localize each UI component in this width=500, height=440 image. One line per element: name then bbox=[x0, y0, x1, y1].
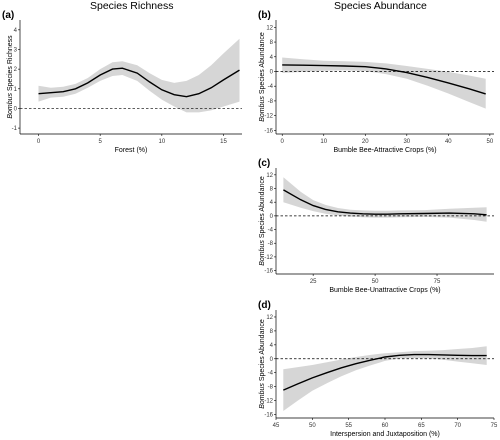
x-tick-label: 60 bbox=[382, 423, 389, 429]
y-tick-label: -4 bbox=[268, 371, 274, 377]
x-tick-label: 50 bbox=[372, 279, 379, 285]
column-title-richness: Species Richness bbox=[90, 0, 174, 12]
x-tick-label: 0 bbox=[37, 139, 41, 145]
y-tick-label: -16 bbox=[264, 269, 273, 275]
y-tick-label: 4 bbox=[14, 28, 18, 34]
x-axis-label: Bumble Bee-Attractive Crops (%) bbox=[333, 147, 436, 154]
column-title-abundance: Species Abundance bbox=[334, 0, 427, 12]
y-tick-label: 12 bbox=[266, 25, 273, 31]
y-axis-label-genus: Bombus bbox=[259, 96, 266, 122]
confidence-band bbox=[282, 57, 486, 109]
y-axis-label: Bombus Species Richness bbox=[7, 35, 14, 119]
x-tick-label: 10 bbox=[158, 139, 165, 145]
x-tick-label: 30 bbox=[403, 139, 410, 145]
fitted-line bbox=[283, 189, 487, 216]
y-tick-label: 4 bbox=[270, 343, 274, 349]
x-tick-label: 5 bbox=[98, 139, 102, 145]
confidence-band bbox=[283, 177, 487, 222]
fitted-line bbox=[38, 67, 240, 98]
y-tick-label: 0 bbox=[270, 357, 274, 363]
confidence-band bbox=[283, 346, 487, 411]
y-axis-label-rest: Species Abundance bbox=[259, 32, 266, 96]
fitted-line bbox=[282, 64, 486, 95]
confidence-band bbox=[38, 38, 240, 113]
y-tick-label: -8 bbox=[268, 99, 274, 105]
y-axis-label-rest: Species Abundance bbox=[259, 176, 266, 240]
panel-tag: (d) bbox=[258, 300, 271, 311]
panel-b: -16 -12 -8 -4 0 4 8 12 0 10 20 30 40 50 Bumble Bee-Att… bbox=[258, 10, 494, 154]
y-axis-label: Bombus Species Abundance bbox=[259, 319, 266, 409]
y-tick-label: 8 bbox=[270, 329, 274, 335]
y-tick-label: -1 bbox=[12, 126, 18, 132]
y-tick-label: -4 bbox=[268, 228, 274, 234]
y-tick-label: -8 bbox=[268, 241, 274, 247]
panel-tag: (b) bbox=[258, 10, 271, 21]
x-tick-label: 40 bbox=[445, 139, 452, 145]
panel-d: -16 -12 -8 -4 0 4 8 12 45 50 55 60 65 70 75 Interspersi… bbox=[258, 300, 498, 438]
y-tick-label: 3 bbox=[14, 47, 18, 53]
y-tick-label: -4 bbox=[268, 84, 274, 90]
y-tick-label: -12 bbox=[264, 399, 273, 405]
fitted-line bbox=[283, 353, 487, 391]
x-tick-label: 55 bbox=[345, 423, 352, 429]
panel-c: -16 -12 -8 -4 0 4 8 12 25 50 75 Bumble Bee-Unattrac… bbox=[258, 158, 494, 294]
x-tick-label: 25 bbox=[310, 279, 317, 285]
x-tick-label: 10 bbox=[320, 139, 327, 145]
x-tick-label: 20 bbox=[362, 139, 369, 145]
panel-tag: (c) bbox=[258, 158, 270, 169]
x-axis-label: Forest (%) bbox=[115, 147, 148, 154]
y-tick-label: 0 bbox=[270, 214, 274, 220]
y-tick-label: 4 bbox=[270, 55, 274, 61]
y-axis-label: Bombus Species Abundance bbox=[259, 32, 266, 122]
y-tick-label: -12 bbox=[264, 255, 273, 261]
x-tick-label: 75 bbox=[491, 423, 498, 429]
y-axis-label-rest: Species Richness bbox=[7, 35, 14, 93]
y-tick-label: -16 bbox=[264, 413, 273, 419]
y-tick-label: 12 bbox=[266, 315, 273, 321]
y-tick-label: -8 bbox=[268, 385, 274, 391]
y-tick-label: 8 bbox=[270, 40, 274, 46]
x-axis-label: Interspersion and Juxtaposition (%) bbox=[330, 431, 440, 438]
y-tick-label: 1 bbox=[14, 87, 18, 93]
y-tick-label: 0 bbox=[270, 69, 274, 75]
y-tick-label: 12 bbox=[266, 173, 273, 179]
y-axis-label-genus: Bombus bbox=[259, 240, 266, 266]
x-tick-label: 75 bbox=[434, 279, 441, 285]
x-tick-label: 50 bbox=[309, 423, 316, 429]
x-tick-label: 65 bbox=[418, 423, 425, 429]
y-tick-label: 4 bbox=[270, 200, 274, 206]
panel-a: -1 0 1 2 3 4 0 5 10 15 Forest (%) Bombus Species Ri… bbox=[2, 10, 242, 154]
y-tick-label: -12 bbox=[264, 114, 273, 120]
y-axis-label: Bombus Species Abundance bbox=[259, 176, 266, 266]
y-tick-label: 0 bbox=[14, 106, 18, 112]
y-axis-label-genus: Bombus bbox=[259, 383, 266, 409]
panel-tag: (a) bbox=[2, 10, 14, 21]
y-tick-label: 2 bbox=[14, 67, 18, 73]
x-tick-label: 50 bbox=[487, 139, 494, 145]
x-tick-label: 45 bbox=[273, 423, 280, 429]
x-tick-label: 15 bbox=[220, 139, 227, 145]
y-axis-label-genus: Bombus bbox=[7, 92, 14, 118]
y-tick-label: 8 bbox=[270, 187, 274, 193]
x-tick-label: 70 bbox=[454, 423, 461, 429]
y-tick-label: -16 bbox=[264, 128, 273, 134]
x-axis-label: Bumble Bee-Unattractive Crops (%) bbox=[329, 287, 440, 294]
x-tick-label: 0 bbox=[281, 139, 285, 145]
y-axis-label-rest: Species Abundance bbox=[259, 319, 266, 383]
